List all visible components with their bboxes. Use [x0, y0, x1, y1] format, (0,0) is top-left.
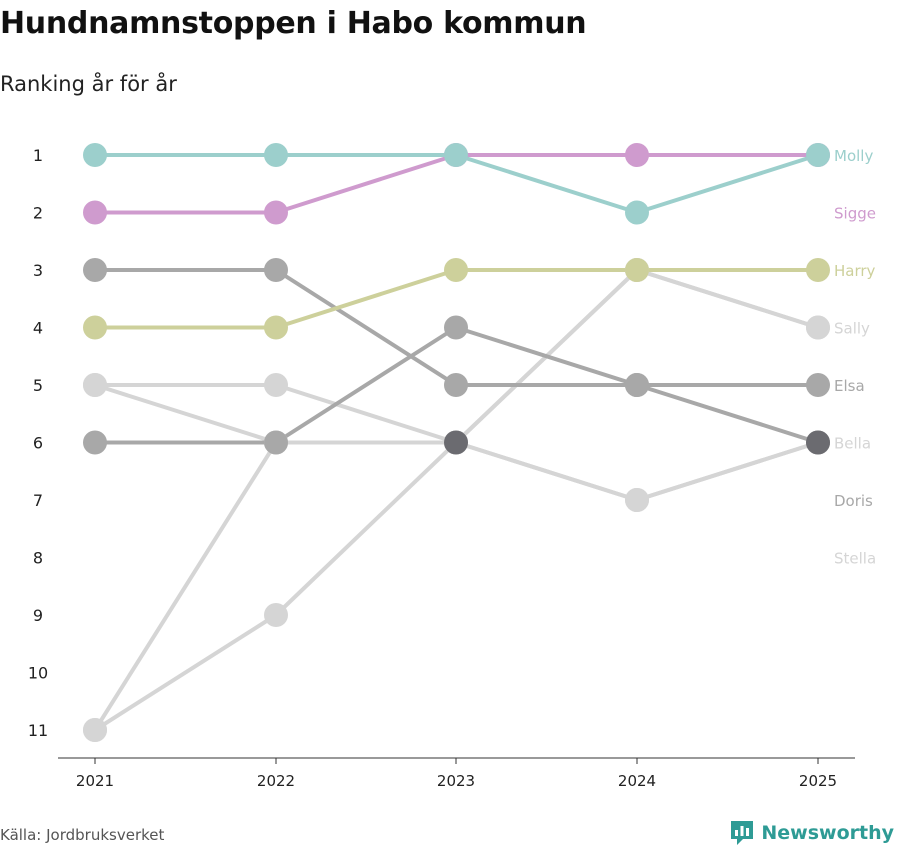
- y-tick-label: 4: [33, 319, 43, 338]
- end-label-doris: Doris: [834, 492, 873, 510]
- y-tick-label: 6: [33, 434, 43, 453]
- series-points: [83, 143, 830, 742]
- data-point-molly: [625, 200, 649, 225]
- end-label-sigge: Sigge: [834, 205, 876, 223]
- data-point-molly: [83, 143, 107, 167]
- end-label-molly: Molly: [834, 147, 873, 165]
- data-point-harry: [264, 315, 288, 340]
- x-tick-label: 2024: [618, 772, 656, 790]
- data-point-bella: [625, 488, 649, 512]
- data-point-sigge: [625, 143, 649, 167]
- end-label-elsa: Elsa: [834, 377, 865, 395]
- x-axis: 2021 2022 2023 2024 2025: [58, 757, 855, 790]
- highlight-point: [444, 430, 468, 455]
- data-point-unnamed-5: [264, 430, 288, 455]
- highlight-point: [806, 430, 830, 455]
- data-point-elsa: [806, 373, 830, 397]
- data-point-harry: [83, 315, 107, 340]
- newsworthy-logo-icon: [731, 821, 754, 845]
- data-point-sigge: [83, 200, 107, 225]
- data-point-bella: [83, 718, 107, 742]
- data-point-unnamed-5: [83, 430, 107, 455]
- series-line-sally: [93, 268, 820, 445]
- y-tick-label: 9: [33, 606, 43, 625]
- chart-title: Hundnamnstoppen i Habo kommun: [0, 6, 587, 41]
- data-point-unnamed-5: [625, 373, 649, 397]
- data-point-doris: [264, 373, 288, 397]
- data-point-harry: [625, 258, 649, 282]
- y-axis-ticks: 1 2 3 4 5 6 7 8 9 10 11: [28, 146, 48, 740]
- x-tick-label: 2021: [76, 772, 114, 790]
- x-tick-label: 2023: [437, 772, 475, 790]
- data-point-stella: [264, 603, 288, 627]
- data-point-unnamed-5: [444, 315, 468, 340]
- y-tick-label: 10: [28, 664, 48, 683]
- data-point-harry: [806, 258, 830, 282]
- data-point-harry: [444, 258, 468, 282]
- end-label-bella: Bella: [834, 435, 871, 453]
- data-point-sally: [83, 373, 107, 397]
- y-tick-label: 5: [33, 376, 43, 395]
- brand-logo: Newsworthy: [729, 819, 894, 847]
- y-tick-label: 1: [33, 146, 43, 165]
- brand-name: Newsworthy: [761, 822, 894, 844]
- y-tick-label: 2: [33, 204, 43, 223]
- data-point-molly: [444, 143, 468, 167]
- data-point-molly: [264, 143, 288, 167]
- end-label-stella: Stella: [834, 550, 876, 568]
- data-point-elsa: [83, 258, 107, 282]
- y-tick-label: 7: [33, 491, 43, 510]
- end-label-sally: Sally: [834, 320, 870, 338]
- end-label-harry: Harry: [834, 262, 876, 280]
- chart-subtitle: Ranking år för år: [0, 72, 177, 96]
- y-tick-label: 3: [33, 261, 43, 280]
- data-point-molly: [806, 143, 830, 167]
- end-labels: Molly Sigge Harry Sally Elsa Bella Doris Stella: [834, 147, 876, 568]
- y-tick-label: 8: [33, 549, 43, 568]
- data-point-elsa: [444, 373, 468, 397]
- x-tick-label: 2025: [799, 772, 837, 790]
- data-point-sally: [806, 315, 830, 340]
- data-point-elsa: [264, 258, 288, 282]
- data-point-sigge: [264, 200, 288, 225]
- series-line-bella: [93, 440, 820, 732]
- source-note: Källa: Jordbruksverket: [0, 826, 165, 844]
- x-tick-label: 2022: [257, 772, 295, 790]
- y-tick-label: 11: [28, 721, 48, 740]
